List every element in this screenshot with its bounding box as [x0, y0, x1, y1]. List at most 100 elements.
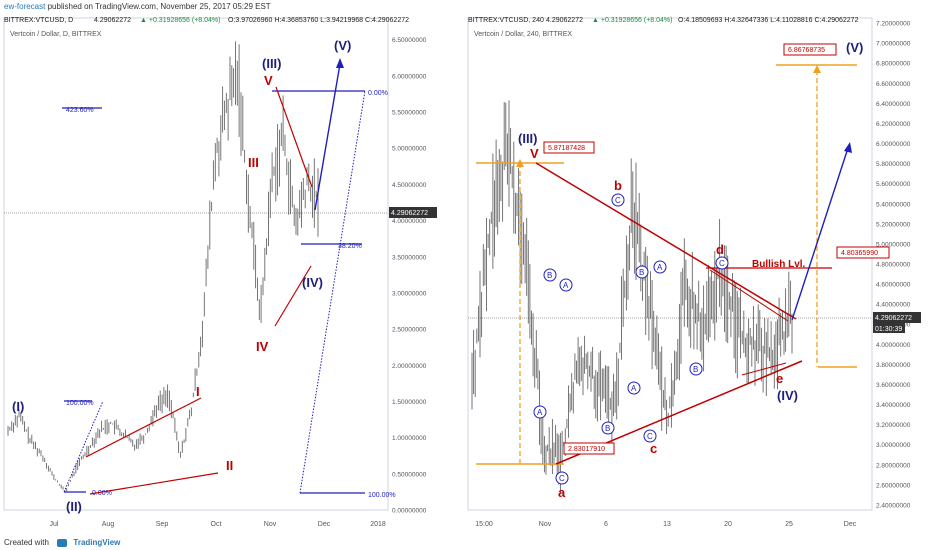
svg-text:B: B — [639, 268, 644, 277]
countdown-tag — [873, 323, 905, 333]
right-x-tick: 6 — [604, 521, 608, 528]
left-price-tag — [389, 207, 437, 218]
wedge-upper-line — [85, 397, 202, 458]
wave-II-blue: (II) — [66, 499, 82, 514]
left-y-tick: 0.50000000 — [392, 471, 427, 478]
author-link[interactable]: ew-forecast — [4, 2, 46, 11]
svg-text:B: B — [693, 365, 698, 374]
circle-label-B1: B — [543, 268, 557, 282]
left-x-axis: Jul Aug Sep Oct Nov Dec 2018 — [50, 521, 386, 528]
left-y-tick: 1.50000000 — [392, 399, 427, 406]
right-chart-title: Vertcoin / Dollar, 240, BITTREX — [474, 31, 572, 38]
left-y-tick: 5.00000000 — [392, 146, 427, 153]
left-change: ▲ +0.31928656 (+8.04%) — [140, 17, 221, 24]
right-last: 4.29062272 — [546, 17, 583, 24]
left-x-tick: Jul — [50, 521, 59, 528]
left-x-tick: Sep — [156, 521, 169, 528]
wave-V-blue-right: (V) — [846, 40, 863, 55]
right-y-tick: 2.40000000 — [876, 503, 911, 510]
fib-0-right-label: 0.00% — [368, 90, 388, 97]
left-y-tick: 1.00000000 — [392, 435, 427, 442]
measure-left-arrowhead — [516, 159, 524, 167]
left-candles — [7, 41, 319, 493]
triangle-top-line — [535, 162, 797, 320]
right-chart[interactable]: BITTREX:VTCUSD, 240 4.29062272 ▲ +0.3192… — [466, 14, 932, 534]
right-ohlc: O:4.18509693 H:4.32647336 L:4.11028816 C… — [678, 17, 859, 24]
right-y-tick: 6.80000000 — [876, 61, 911, 68]
circle-label-A1: A — [533, 405, 547, 419]
right-y-tick: 7.20000000 — [876, 21, 911, 28]
right-y-tick: 5.00000000 — [876, 241, 911, 248]
left-chart-panel[interactable]: BITTREX:VTCUSD, D 4.29062272 ▲ +0.319286… — [0, 14, 462, 534]
fib-100-top-label: 100.00% — [66, 400, 94, 407]
triangle-lower-line — [274, 265, 312, 327]
left-y-tick: 2.50000000 — [392, 327, 427, 334]
fib-right-dotted — [299, 90, 366, 494]
publish-info: published on TradingView.com, November 2… — [47, 2, 271, 11]
circle-label-A3: A — [627, 381, 641, 395]
box-bullish-label: 4.80365990 — [841, 250, 878, 257]
right-y-tick: 5.40000000 — [876, 201, 911, 208]
wave-V-red-right: V — [530, 146, 539, 161]
right-y-tick: 3.60000000 — [876, 382, 911, 389]
left-ohlc: O:3.97026960 H:4.36853760 L:3.94219968 C… — [228, 17, 409, 24]
left-y-axis: 6.50000000 6.00000000 5.50000000 5.00000000… — [392, 37, 427, 514]
left-y-tick: 4.00000000 — [392, 218, 427, 225]
box-low — [563, 442, 615, 455]
right-change: ▲ +0.31928656 (+8.04%) — [592, 17, 673, 24]
left-plot-border — [3, 17, 389, 511]
left-price-label: 4.29062272 — [391, 210, 428, 217]
wave-e: e — [776, 371, 783, 386]
circle-label-B3: B — [635, 265, 649, 279]
right-symbol: BITTREX:VTCUSD, 240 — [468, 17, 544, 24]
tradingview-logo-icon — [57, 538, 68, 547]
right-x-tick: 20 — [724, 521, 732, 528]
triangle-upper-line — [275, 86, 313, 188]
wave-e-base — [741, 362, 787, 376]
svg-text:B: B — [547, 271, 552, 280]
right-x-tick: 15:00 — [475, 521, 493, 528]
tradingview-brand[interactable]: TradingView — [73, 538, 121, 547]
svg-text:B: B — [605, 424, 610, 433]
right-y-tick: 6.20000000 — [876, 121, 911, 128]
svg-text:A: A — [537, 408, 543, 417]
circle-label-A2: A — [559, 278, 573, 292]
measure-right-arrowhead — [813, 65, 821, 73]
right-price-label: 4.29062272 — [875, 315, 912, 322]
wave-II-red: II — [226, 458, 233, 473]
right-y-tick: 5.20000000 — [876, 221, 911, 228]
right-x-tick: Nov — [539, 521, 552, 528]
wave-I-red: I — [196, 384, 200, 399]
wave-a: a — [558, 485, 566, 500]
right-y-tick: 4.40000000 — [876, 302, 911, 309]
left-y-tick: 3.50000000 — [392, 254, 427, 261]
svg-text:A: A — [657, 263, 663, 272]
right-y-tick: 6.00000000 — [876, 141, 911, 148]
right-y-tick: 6.60000000 — [876, 81, 911, 88]
right-x-tick: 13 — [663, 521, 671, 528]
right-chart-panel[interactable]: BITTREX:VTCUSD, 240 4.29062272 ▲ +0.3192… — [466, 14, 932, 534]
wave-d: d — [716, 242, 724, 257]
wave-c: c — [650, 441, 657, 456]
circle-label-C1: C — [555, 471, 569, 485]
wave-IV-blue: (IV) — [302, 275, 323, 290]
left-x-tick: Nov — [264, 521, 277, 528]
right-y-tick: 5.60000000 — [876, 181, 911, 188]
svg-text:A: A — [563, 281, 569, 290]
left-chart[interactable]: BITTREX:VTCUSD, D 4.29062272 ▲ +0.319286… — [0, 14, 462, 534]
wave-III-blue: (III) — [262, 56, 282, 71]
right-y-tick: 2.80000000 — [876, 462, 911, 469]
left-symbol: BITTREX:VTCUSD, D — [4, 17, 73, 24]
fib-382-label: 38.20% — [338, 243, 362, 250]
svg-text:C: C — [647, 432, 653, 441]
svg-text:C: C — [559, 474, 565, 483]
box-top — [543, 141, 595, 154]
right-x-axis: 15:00 Nov 6 13 20 25 Dec — [475, 521, 856, 528]
box-low-label: 2.83017910 — [568, 446, 605, 453]
left-y-tick: 4.50000000 — [392, 182, 427, 189]
wave-b: b — [614, 178, 622, 193]
right-plot-border — [467, 17, 873, 511]
wave-IV-red: IV — [256, 339, 269, 354]
svg-text:C: C — [719, 259, 725, 268]
fib-100-bottom-label: 100.00% — [368, 492, 396, 499]
